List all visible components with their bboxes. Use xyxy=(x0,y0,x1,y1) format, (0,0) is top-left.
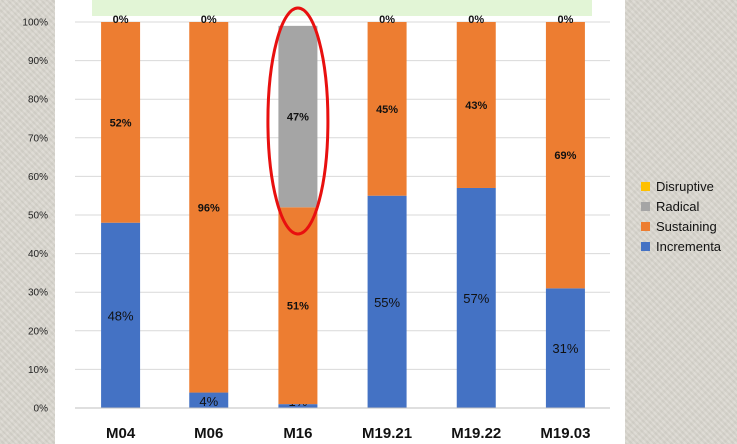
data-label: 43% xyxy=(465,100,487,112)
bar-segment-sustaining xyxy=(456,22,496,188)
legend-swatch xyxy=(641,222,650,231)
data-label: 31% xyxy=(552,341,578,356)
data-label: 55% xyxy=(374,295,400,310)
legend-swatch xyxy=(641,182,650,191)
data-label: 0% xyxy=(201,14,217,26)
legend-label: Disruptive xyxy=(656,179,714,194)
data-label: 4% xyxy=(199,394,218,409)
bar-segment-incremental xyxy=(101,222,141,408)
bar-segment-incremental xyxy=(545,288,585,408)
bar-segment-sustaining xyxy=(101,22,141,223)
bar-segment-incremental xyxy=(367,195,407,408)
legend-label: Incrementa xyxy=(656,239,722,254)
legend-swatch xyxy=(641,202,650,211)
legend-label: Radical xyxy=(656,199,699,214)
y-tick-label: 90% xyxy=(28,56,48,67)
data-label: 47% xyxy=(287,112,309,124)
y-tick-label: 0% xyxy=(34,404,49,415)
data-label: 0% xyxy=(113,14,129,26)
data-label: 69% xyxy=(554,150,576,162)
y-tick-label: 30% xyxy=(28,288,48,299)
y-tick-label: 10% xyxy=(28,365,48,376)
bar-segment-incremental xyxy=(278,404,318,408)
x-tick-label: M19.03 xyxy=(540,425,590,442)
header-band xyxy=(92,0,592,16)
x-tick-label: M04 xyxy=(106,425,136,442)
legend-swatch xyxy=(641,242,650,251)
y-tick-label: 80% xyxy=(28,95,48,106)
data-label: 51% xyxy=(287,301,309,313)
plot-background xyxy=(55,0,625,444)
data-label: 52% xyxy=(110,117,132,129)
data-label: 57% xyxy=(463,291,489,306)
y-tick-label: 50% xyxy=(28,211,48,222)
data-label: 96% xyxy=(198,202,220,214)
y-tick-label: 70% xyxy=(28,133,48,144)
bar-segment-incremental xyxy=(456,187,496,408)
legend-label: Sustaining xyxy=(656,219,717,234)
x-tick-label: M06 xyxy=(194,425,223,442)
bar-segment-incremental xyxy=(189,392,229,408)
y-tick-label: 20% xyxy=(28,326,48,337)
data-label: 0% xyxy=(468,14,484,26)
bar-segment-sustaining xyxy=(367,22,407,196)
x-tick-label: M19.21 xyxy=(362,425,412,442)
x-tick-label: M19.22 xyxy=(451,425,501,442)
data-label: 48% xyxy=(108,308,134,323)
data-label: 45% xyxy=(376,104,398,116)
x-tick-label: M16 xyxy=(283,425,312,442)
bar-segment-sustaining xyxy=(189,22,229,393)
bar-segment-sustaining xyxy=(278,207,318,405)
bar-segment-sustaining xyxy=(545,22,585,289)
y-tick-label: 100% xyxy=(22,18,48,29)
data-label: 0% xyxy=(379,14,395,26)
highlight-ellipse xyxy=(266,6,330,236)
y-tick-label: 40% xyxy=(28,249,48,260)
y-tick-label: 60% xyxy=(28,172,48,183)
data-label: 0% xyxy=(557,14,573,26)
bar-segment-radical xyxy=(278,25,318,208)
